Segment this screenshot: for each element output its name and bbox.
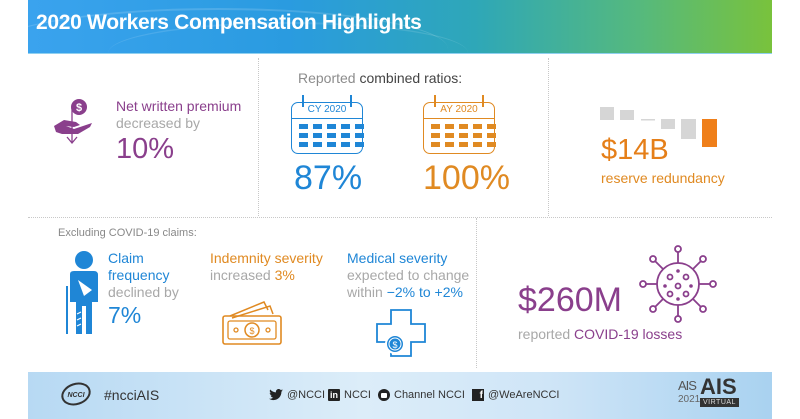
footer-bar: NCCI #ncciAIS @NCCI in NCCI Channel NCCI… xyxy=(28,372,772,419)
calendar-icon: AY 2020 xyxy=(423,95,496,154)
youtube-link[interactable]: Channel NCCI xyxy=(378,389,465,401)
svg-text:$: $ xyxy=(392,340,397,350)
medical-change-text: expected to change xyxy=(347,267,470,283)
twitter-link[interactable]: @NCCI xyxy=(269,389,325,401)
divider xyxy=(476,218,477,368)
linkedin-link[interactable]: in NCCI xyxy=(328,389,371,401)
page-title: 2020 Workers Compensation Highlights xyxy=(36,11,422,34)
facebook-icon: f xyxy=(472,389,484,401)
frequency-change-text: declined by xyxy=(108,284,179,300)
svg-text:$: $ xyxy=(76,102,82,114)
facebook-link[interactable]: f @WeAreNCCI xyxy=(472,389,559,401)
svg-text:NCCI: NCCI xyxy=(67,392,85,399)
reserve-panel: $14B reserve redundancy xyxy=(550,60,772,216)
calendar-label-cy: CY 2020 xyxy=(307,104,347,115)
covid-label: reported COVID-19 losses xyxy=(518,326,683,342)
covid-panel: $260M reported COVID-19 losses xyxy=(478,218,772,368)
svg-text:$: $ xyxy=(249,326,254,336)
medical-range: within −2% to +2% xyxy=(347,284,463,300)
indemnity-label: Indemnity severity xyxy=(210,250,323,266)
calendar-icon: CY 2020 xyxy=(291,95,364,154)
ais-event-logo: AIS 2021 AIS VIRTUAL xyxy=(678,374,739,416)
cash-icon: $ xyxy=(222,301,282,345)
title-banner: 2020 Workers Compensation Highlights xyxy=(28,0,772,54)
premium-label: Net written premium xyxy=(116,98,242,114)
excluding-note: Excluding COVID-19 claims: xyxy=(58,227,197,239)
injured-worker-icon xyxy=(66,251,98,334)
medical-panel: Medical severity expected to change with… xyxy=(347,250,470,357)
waterfall-chart-icon xyxy=(600,107,717,147)
frequency-label-2: frequency xyxy=(108,267,170,283)
reserve-label: reserve redundancy xyxy=(601,170,725,186)
virus-icon xyxy=(639,245,717,323)
banner-swoosh xyxy=(28,8,448,53)
frequency-label-1: Claim xyxy=(108,250,144,266)
medical-cross-dollar-icon: $ xyxy=(376,309,426,357)
linkedin-icon: in xyxy=(328,389,340,401)
frequency-value: 7% xyxy=(108,302,142,328)
divider xyxy=(548,58,549,216)
ncci-logo-icon: NCCI xyxy=(61,382,91,406)
ratios-panel: Reported combined ratios: CY 2020 87% AY… xyxy=(260,60,548,216)
divider xyxy=(28,217,772,218)
hashtag: #ncciAIS xyxy=(104,387,160,403)
divider xyxy=(258,58,259,216)
covid-value: $260M xyxy=(518,281,622,319)
twitter-icon xyxy=(269,389,283,401)
hand-dollar-down-icon: $ xyxy=(54,99,92,145)
premium-change-text: decreased by xyxy=(116,115,201,131)
calendar-label-ay: AY 2020 xyxy=(440,104,478,115)
reserve-value: $14B xyxy=(601,134,669,166)
ratios-heading: Reported combined ratios: xyxy=(298,70,463,86)
indemnity-panel: Indemnity severity increased 3% $ xyxy=(210,250,323,345)
premium-value: 10% xyxy=(116,133,175,165)
youtube-icon xyxy=(378,389,390,401)
ay-ratio-value: 100% xyxy=(423,159,510,197)
cy-ratio-value: 87% xyxy=(294,159,363,197)
banner-swoosh xyxy=(108,22,468,53)
ncci-logo: NCCI xyxy=(60,381,92,409)
medical-label: Medical severity xyxy=(347,250,448,266)
indemnity-change: increased 3% xyxy=(210,267,295,283)
